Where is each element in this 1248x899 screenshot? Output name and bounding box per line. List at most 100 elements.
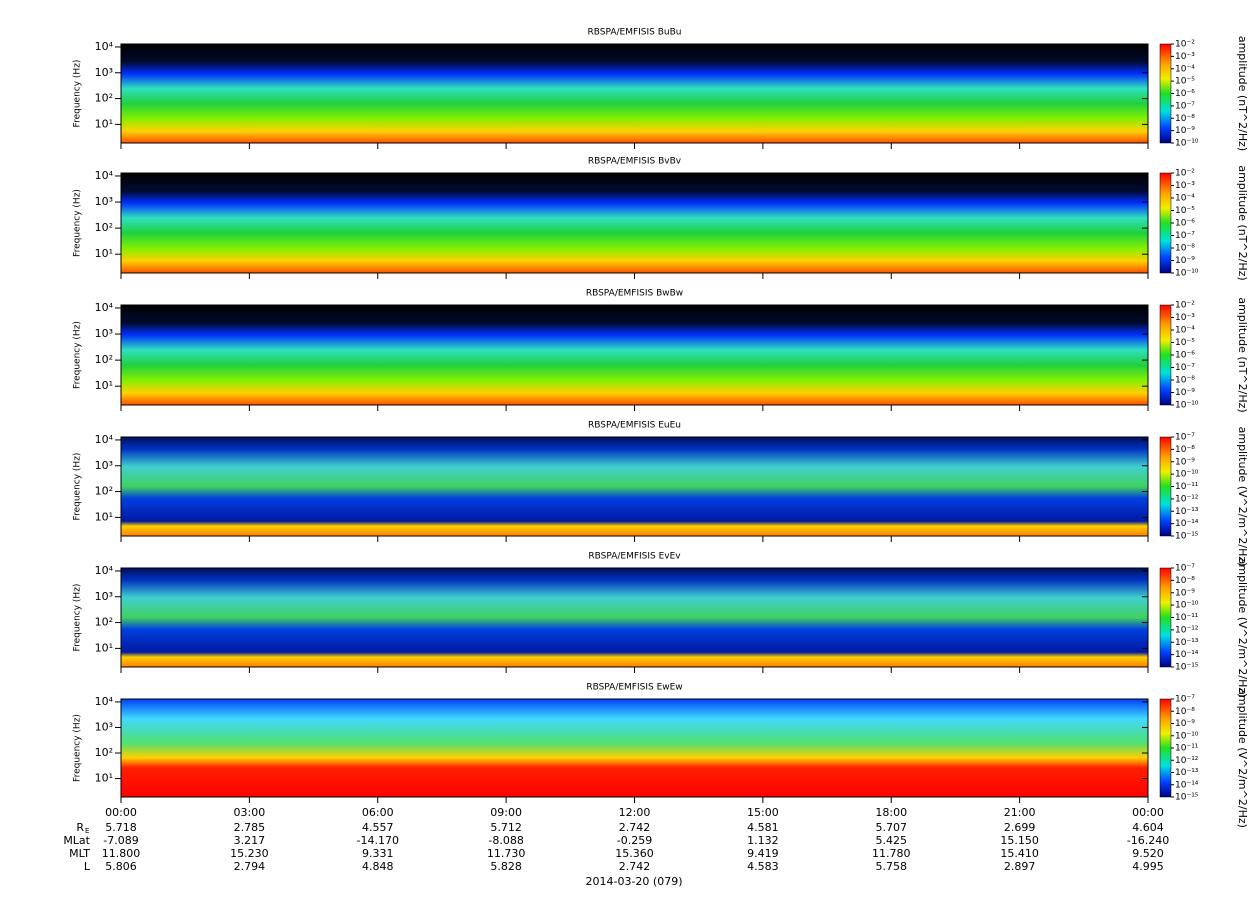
y-tick-label: 10⁴ xyxy=(95,301,114,314)
spectrogram-image xyxy=(121,437,1148,536)
colorbar xyxy=(1159,567,1172,668)
colorbar-tick-label: 10⁻⁴ xyxy=(1175,64,1195,74)
ephemeris-value: 11.800 xyxy=(102,847,141,860)
spectrogram-image xyxy=(121,568,1148,667)
x-tick-label: 18:00 xyxy=(875,806,907,819)
colorbar-tick-label: 10⁻¹⁰ xyxy=(1175,139,1199,149)
colorbar xyxy=(1159,43,1172,144)
colorbar-label: amplitude (V^2/m^2/Hz) xyxy=(1236,427,1248,567)
colorbar-label: amplitude (nT^2/Hz) xyxy=(1236,165,1248,280)
colorbar-tick-label: 10⁻¹⁰ xyxy=(1175,601,1199,611)
y-tick-label: 10² xyxy=(95,92,113,105)
x-tick-label: 06:00 xyxy=(362,806,394,819)
colorbar-tick-label: 10⁻⁸ xyxy=(1175,576,1195,586)
ephemeris-value: 5.806 xyxy=(105,860,137,873)
y-tick-label: 10² xyxy=(95,485,113,498)
colorbar-tick-label: 10⁻¹³ xyxy=(1175,638,1199,648)
colorbar xyxy=(1159,436,1172,537)
colorbar-tick-label: 10⁻¹² xyxy=(1175,494,1199,504)
colorbar-tick-label: 10⁻⁴ xyxy=(1175,194,1195,204)
colorbar-tick-label: 10⁻¹⁵ xyxy=(1175,663,1199,673)
ephemeris-value: -14.170 xyxy=(357,834,399,847)
x-tick-label: 00:00 xyxy=(105,806,137,819)
ephemeris-value: 5.758 xyxy=(876,860,908,873)
colorbar-tick-label: 10⁻¹¹ xyxy=(1175,744,1199,754)
colorbar-tick-label: 10⁻⁷ xyxy=(1175,564,1195,574)
y-tick-label: 10¹ xyxy=(95,510,113,523)
y-tick-label: 10² xyxy=(95,353,113,366)
ephemeris-value: 9.520 xyxy=(1132,847,1164,860)
ephemeris-value: 1.132 xyxy=(747,834,779,847)
date-label: 2014-03-20 (079) xyxy=(585,875,682,888)
x-tick-label: 03:00 xyxy=(234,806,266,819)
spectrogram-image xyxy=(121,699,1148,797)
y-tick-label: 10³ xyxy=(95,66,113,79)
y-tick-label: 10³ xyxy=(95,590,113,603)
ephemeris-value: 5.828 xyxy=(490,860,522,873)
ephemeris-value: 5.718 xyxy=(105,821,137,834)
y-tick-label: 10² xyxy=(95,746,113,759)
colorbar-tick-label: 10⁻⁷ xyxy=(1175,433,1195,443)
colorbar-tick-label: 10⁻⁷ xyxy=(1175,231,1195,241)
colorbar-tick-label: 10⁻² xyxy=(1175,169,1195,179)
colorbar-tick-label: 10⁻¹⁴ xyxy=(1175,650,1199,660)
ephemeris-row-subscript: E xyxy=(85,827,89,835)
y-tick-label: 10⁴ xyxy=(95,433,114,446)
colorbar-tick-label: 10⁻⁸ xyxy=(1175,707,1195,717)
y-axis-label: Frequency (Hz) xyxy=(73,453,83,521)
ephemeris-row-label: MLT xyxy=(69,847,90,860)
x-tick-label: 12:00 xyxy=(619,806,651,819)
colorbar-tick-label: 10⁻³ xyxy=(1175,52,1195,62)
colorbar-tick-label: 10⁻² xyxy=(1175,40,1195,50)
colorbar-tick-label: 10⁻⁹ xyxy=(1175,588,1195,598)
colorbar-tick-label: 10⁻⁹ xyxy=(1175,256,1195,266)
colorbar-tick-label: 10⁻¹³ xyxy=(1175,768,1199,778)
y-tick-label: 10¹ xyxy=(95,379,113,392)
colorbar-tick-label: 10⁻⁵ xyxy=(1175,338,1195,348)
y-tick-label: 10¹ xyxy=(95,247,113,260)
ephemeris-value: 2.785 xyxy=(234,821,266,834)
colorbar-tick-label: 10⁻⁸ xyxy=(1175,114,1195,124)
x-tick-label: 00:00 xyxy=(1132,806,1164,819)
ephemeris-value: 5.712 xyxy=(490,821,522,834)
y-tick-label: 10³ xyxy=(95,327,113,340)
colorbar-tick-label: 10⁻¹⁰ xyxy=(1175,401,1199,411)
colorbar-tick-label: 10⁻⁷ xyxy=(1175,363,1195,373)
ephemeris-value: 2.794 xyxy=(234,860,266,873)
ephemeris-value: 15.360 xyxy=(615,847,654,860)
y-tick-label: 10¹ xyxy=(95,641,113,654)
colorbar-tick-label: 10⁻¹⁰ xyxy=(1175,269,1199,279)
panel-title: RBSPA/EMFISIS BuBu xyxy=(587,28,681,38)
y-axis-label: Frequency (Hz) xyxy=(73,189,83,257)
y-tick-label: 10³ xyxy=(95,720,113,733)
colorbar-tick-label: 10⁻¹³ xyxy=(1175,507,1199,517)
ephemeris-value: 5.707 xyxy=(876,821,908,834)
colorbar-tick-label: 10⁻⁴ xyxy=(1175,326,1195,336)
ephemeris-value: -8.088 xyxy=(488,834,523,847)
colorbar-tick-label: 10⁻⁹ xyxy=(1175,388,1195,398)
ephemeris-value: 3.217 xyxy=(234,834,266,847)
colorbar-tick-label: 10⁻⁸ xyxy=(1175,445,1195,455)
panel-title: RBSPA/EMFISIS EwEw xyxy=(586,683,682,693)
ephemeris-value: 15.410 xyxy=(1000,847,1039,860)
colorbar-tick-label: 10⁻⁸ xyxy=(1175,244,1195,254)
ephemeris-value: 9.419 xyxy=(747,847,779,860)
y-tick-label: 10⁴ xyxy=(95,169,114,182)
colorbar-tick-label: 10⁻⁹ xyxy=(1175,457,1195,467)
y-axis-label: Frequency (Hz) xyxy=(73,584,83,652)
ephemeris-value: -0.259 xyxy=(617,834,652,847)
ephemeris-value: 2.699 xyxy=(1004,821,1036,834)
panel-title: RBSPA/EMFISIS EuEu xyxy=(588,421,681,431)
spectrogram-image xyxy=(121,173,1148,273)
y-axis-label: Frequency (Hz) xyxy=(73,714,83,782)
y-tick-label: 10² xyxy=(95,616,113,629)
colorbar xyxy=(1159,172,1172,274)
y-tick-label: 10¹ xyxy=(95,117,113,130)
y-tick-label: 10¹ xyxy=(95,772,113,785)
spectrogram-image xyxy=(121,44,1148,143)
y-axis-label: Frequency (Hz) xyxy=(73,321,83,389)
y-tick-label: 10³ xyxy=(95,459,113,472)
colorbar-tick-label: 10⁻⁹ xyxy=(1175,719,1195,729)
colorbar-tick-label: 10⁻³ xyxy=(1175,313,1195,323)
ephemeris-value: 4.848 xyxy=(362,860,394,873)
